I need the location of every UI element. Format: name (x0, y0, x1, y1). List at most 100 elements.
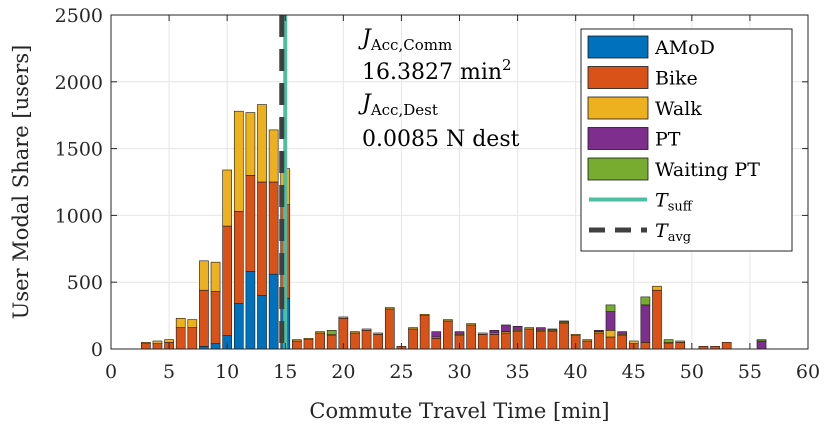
bar-segment-walk (338, 316, 349, 319)
bar-segment-bike (210, 291, 221, 344)
x-tick-label: 20 (331, 361, 355, 383)
bar-segment-pt (535, 327, 546, 331)
bar-segment-bike (257, 181, 267, 296)
x-tick-label: 55 (738, 361, 762, 383)
bar-segment-walk (675, 340, 686, 343)
bar-segment-walk (570, 334, 581, 336)
y-ticks: 0 500 1000 1500 2000 2500 (55, 5, 808, 361)
bar-segment-walk (164, 339, 174, 343)
bar-segment-walk (605, 329, 616, 338)
bar-segment-walk (257, 104, 267, 183)
bar-segment-waiting-pt (605, 304, 616, 312)
bar-segment-bike (384, 308, 395, 350)
bar-segment-walk (361, 328, 372, 331)
bar-segment-bike (152, 343, 163, 350)
bar-segment-waiting-pt (640, 296, 651, 306)
x-tick-label: 50 (680, 361, 704, 383)
bar-segment-pt (431, 331, 442, 338)
bar-segment-bike (640, 342, 651, 350)
x-tick-label: 0 (105, 361, 117, 383)
bar-segment-pt (594, 329, 604, 332)
bar-segment-bike (326, 335, 337, 350)
bar-segment-pt (640, 304, 651, 343)
y-axis-label: User Modal Share [users] (9, 45, 33, 320)
bar-segment-amod (257, 295, 267, 350)
x-tick-label: 35 (505, 361, 529, 383)
bar-segment-walk (199, 260, 209, 291)
bar-segment-walk (303, 338, 314, 340)
bar-segment-walk (175, 317, 186, 328)
bar-segment-walk (152, 340, 163, 344)
bar-segment-bike (373, 334, 384, 350)
bar-segment-bike (187, 327, 198, 350)
bar-segment-pt (617, 331, 627, 335)
x-tick-label: 15 (273, 361, 297, 383)
bar-segment-walk (141, 342, 151, 344)
y-tick-label: 2000 (55, 72, 103, 94)
bar-segment-bike (303, 339, 314, 350)
x-tick-label: 5 (163, 361, 175, 383)
bar-segment-bike (535, 331, 546, 350)
bar-segment-walk (408, 327, 418, 330)
bar-segment-bike (268, 181, 279, 275)
bar-segment-bike (222, 225, 232, 336)
bar-segment-waiting-pt (326, 329, 337, 335)
j-acc-comm-value: 16.3827 min2 (362, 56, 512, 85)
x-axis-label: Commute Travel Time [min] (309, 399, 609, 423)
bar-segment-walk (315, 331, 325, 334)
bar-segment-bike (419, 315, 430, 350)
x-tick-label: 30 (447, 361, 471, 383)
bar-segment-bike (547, 331, 558, 350)
legend-label-t-avg: Tavg (655, 220, 691, 245)
bar-segment-bike (199, 289, 209, 347)
j-acc-comm-label: JAcc,Comm (358, 26, 452, 54)
bar-segment-walk (477, 332, 488, 335)
legend-swatch-pt (587, 127, 649, 150)
bar-segment-bike (431, 338, 442, 350)
y-tick-label: 0 (91, 339, 103, 361)
bar-segment-bike (141, 343, 151, 350)
bar-segment-bike (315, 332, 325, 350)
bar-segment-pt (605, 311, 616, 331)
bar-segment-bike (292, 340, 302, 350)
bar-segment-pt (756, 340, 767, 350)
bar-segment-walk (466, 323, 476, 326)
bar-segment-bike (489, 334, 500, 350)
bar-segment-amod (268, 273, 279, 350)
x-tick-label: 25 (389, 361, 413, 383)
bar-segment-bike (582, 340, 593, 350)
bar-segment-walk (222, 169, 232, 227)
j-acc-dest-value: 0.0085 N dest (362, 127, 520, 152)
bar-segment-bike (233, 211, 244, 304)
bar-segment-waiting-pt (756, 339, 767, 342)
legend-label-t-suff: Tsuff (655, 190, 694, 215)
bar-segment-bike (524, 328, 535, 350)
x-ticks: 0 5 10 15 20 25 30 35 40 45 50 55 60 (105, 15, 820, 383)
bar-segment-walk (245, 112, 256, 176)
bar-segment-walk (373, 332, 384, 335)
bar-segment-pt (559, 320, 569, 323)
bar-segment-bike (466, 324, 476, 350)
j-acc-dest-label: JAcc,Dest (358, 91, 438, 119)
bar-segment-bike (663, 343, 674, 350)
y-tick-label: 1500 (55, 139, 103, 161)
bar-segment-bike (477, 334, 488, 350)
bar-segment-pt (454, 331, 465, 335)
reference-lines (279, 15, 288, 349)
metric-annotations: JAcc,Comm 16.3827 min2 JAcc,Dest 0.0085 … (358, 26, 520, 152)
bar-segment-amod (233, 303, 244, 350)
bar-segment-walk (419, 313, 430, 316)
bar-segment-bike (605, 336, 616, 350)
bar-segment-amod (245, 271, 256, 350)
bar-segment-bike (652, 289, 662, 350)
bar-segment-bike (245, 175, 256, 272)
bar-segment-walk (384, 307, 395, 310)
legend-label-waiting-pt: Waiting PT (655, 159, 760, 181)
x-tick-label: 10 (215, 361, 239, 383)
bar-segment-bike (361, 329, 372, 350)
legend: AMoD Bike Walk PT Waiting PT Tsuff Tavg (580, 28, 793, 252)
bar-segment-walk (582, 339, 593, 342)
bar-segment-bike (408, 328, 418, 350)
bar-segment-bike (559, 323, 569, 350)
